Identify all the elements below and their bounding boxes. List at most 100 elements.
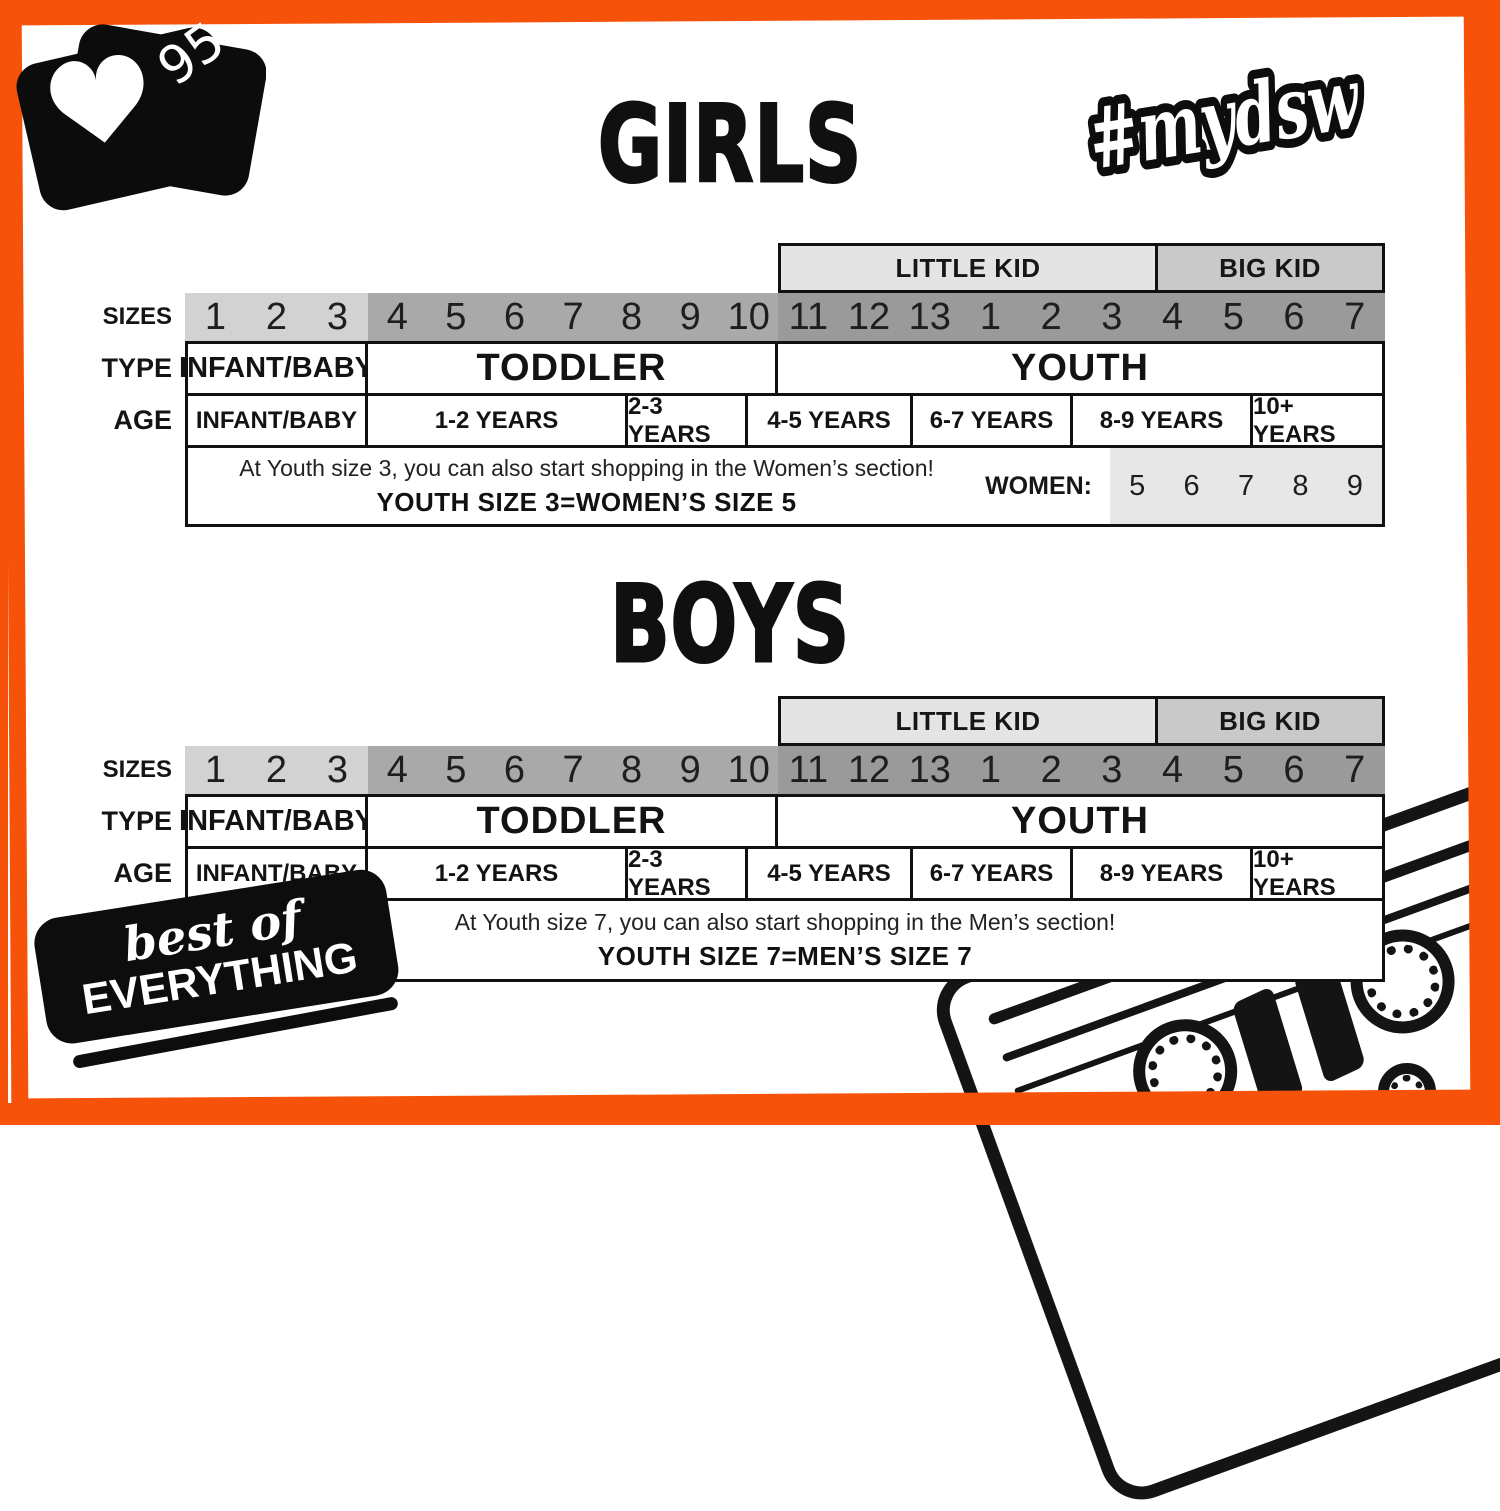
boys-section-title: BOYS xyxy=(609,563,850,686)
sizes-row: SIZES 1 2 3 4 5 6 7 8 9 10 11 12 13 1 2 … xyxy=(0,746,1385,794)
size-cell: 3 xyxy=(326,295,349,338)
big-kid-header: BIG KID xyxy=(1158,696,1385,746)
girls-section-title: GIRLS xyxy=(597,83,863,206)
age-cell: 4-5 YEARS xyxy=(748,846,913,901)
age-cell: 10+ YEARS xyxy=(1253,393,1385,448)
heart-like-badge: 95 xyxy=(16,11,266,211)
size-cell: 4 xyxy=(1162,748,1184,791)
age-cell: 1-2 YEARS xyxy=(368,393,628,448)
row-label-type: TYPE xyxy=(101,806,172,836)
sizes-group-youth: 11 12 13 1 2 3 4 5 6 7 xyxy=(778,746,1385,794)
size-cell: 9 xyxy=(679,295,701,338)
type-cell: YOUTH xyxy=(778,341,1385,396)
kid-group-header-row: LITTLE KID BIG KID xyxy=(0,243,1385,293)
size-cell: 3 xyxy=(1101,295,1123,338)
row-label-spacer xyxy=(0,445,185,527)
size-cell: 4 xyxy=(386,748,408,791)
age-cell: 2-3 YEARS xyxy=(628,393,748,448)
big-kid-header: BIG KID xyxy=(1158,243,1385,293)
little-kid-header: LITTLE KID xyxy=(778,243,1158,293)
little-kid-header: LITTLE KID xyxy=(778,696,1158,746)
women-size-cell: 8 xyxy=(1292,469,1309,502)
size-cell: 1 xyxy=(979,295,1002,338)
age-cell: 2-3 YEARS xyxy=(628,846,748,901)
size-cell: 6 xyxy=(503,295,526,338)
age-cell: 4-5 YEARS xyxy=(748,393,913,448)
cassette-screw-icon xyxy=(1378,1063,1436,1121)
size-cell: 1 xyxy=(979,748,1002,791)
men-note-text: At Youth size 7, you can also start shop… xyxy=(188,901,1382,979)
women-note-cell: At Youth size 3, you can also start shop… xyxy=(185,445,1385,527)
women-size-cell: 6 xyxy=(1183,469,1200,502)
sizes-row: SIZES 1 2 3 4 5 6 7 8 9 10 11 12 13 1 2 … xyxy=(0,293,1385,341)
size-cell: 13 xyxy=(908,295,951,338)
age-cell: 8-9 YEARS xyxy=(1073,393,1253,448)
type-cell: INFANT/BABY xyxy=(179,341,374,396)
size-cell: 6 xyxy=(1283,295,1305,338)
age-cell: 6-7 YEARS xyxy=(913,393,1073,448)
size-cell: 12 xyxy=(847,295,891,338)
women-size-cell: 7 xyxy=(1237,469,1255,502)
age-cell: 8-9 YEARS xyxy=(1073,846,1253,901)
type-row: TYPE INFANT/BABY TODDLER YOUTH xyxy=(0,341,1385,396)
girls-size-table: LITTLE KID BIG KID SIZES 1 2 3 4 5 6 7 8… xyxy=(0,243,1385,527)
size-cell: 6 xyxy=(503,748,526,791)
size-cell: 10 xyxy=(727,748,770,791)
women-label: WOMEN: xyxy=(985,471,1092,500)
age-cell: 1-2 YEARS xyxy=(368,846,628,901)
mydsw-hashtag-logo: #mydsw xyxy=(1073,39,1377,198)
hashtag-text: #mydsw xyxy=(1082,48,1368,189)
note-line1: At Youth size 7, you can also start shop… xyxy=(454,908,1116,935)
sizes-group-toddler: 4 5 6 7 8 9 10 xyxy=(368,746,778,794)
type-cell: TODDLER xyxy=(368,341,778,396)
women-sizes-block: 5 6 7 8 9 xyxy=(1110,448,1382,524)
boys-size-table: LITTLE KID BIG KID SIZES 1 2 3 4 5 6 7 8… xyxy=(0,696,1385,982)
size-cell: 12 xyxy=(847,748,891,791)
size-cell: 3 xyxy=(326,748,349,791)
size-cell: 5 xyxy=(445,295,467,338)
size-cell: 4 xyxy=(386,295,408,338)
size-cell: 2 xyxy=(1040,748,1062,791)
note-line2: YOUTH SIZE 3=WOMEN’S SIZE 5 xyxy=(376,486,797,517)
size-cell: 11 xyxy=(788,748,829,791)
size-cell: 2 xyxy=(1040,295,1062,338)
row-label-spacer xyxy=(0,243,185,293)
women-note-row: At Youth size 3, you can also start shop… xyxy=(0,445,1385,527)
size-cell: 7 xyxy=(1344,295,1366,338)
type-cell: INFANT/BABY xyxy=(179,794,374,849)
size-cell: 7 xyxy=(1344,748,1366,791)
sizes-group-infant: 1 2 3 xyxy=(185,746,368,794)
women-size-cell: 9 xyxy=(1346,469,1363,502)
size-cell: 13 xyxy=(908,748,951,791)
size-cell: 5 xyxy=(1222,295,1244,338)
row-label-age: AGE xyxy=(113,405,172,435)
row-label-sizes: SIZES xyxy=(102,756,172,783)
women-size-cell: 5 xyxy=(1129,469,1146,502)
size-cell: 4 xyxy=(1162,295,1184,338)
size-cell: 2 xyxy=(265,748,288,791)
size-cell: 8 xyxy=(621,748,643,791)
age-cell: 10+ YEARS xyxy=(1253,846,1385,901)
size-cell: 9 xyxy=(679,748,701,791)
type-cell: TODDLER xyxy=(368,794,778,849)
row-label-age: AGE xyxy=(113,858,172,888)
size-cell: 7 xyxy=(562,295,584,338)
size-cell: 11 xyxy=(788,295,829,338)
row-label-spacer xyxy=(0,696,185,746)
age-cell: INFANT/BABY xyxy=(185,393,368,448)
size-cell: 3 xyxy=(1101,748,1123,791)
kid-header-spacer xyxy=(185,696,778,746)
note-line1: At Youth size 3, you can also start shop… xyxy=(239,454,934,481)
age-cell: 6-7 YEARS xyxy=(913,846,1073,901)
sizes-group-toddler: 4 5 6 7 8 9 10 xyxy=(368,293,778,341)
type-cell: YOUTH xyxy=(778,794,1385,849)
row-label-type: TYPE xyxy=(101,353,172,383)
size-cell: 10 xyxy=(727,295,770,338)
heart-icon xyxy=(50,54,144,143)
age-row: AGE INFANT/BABY 1-2 YEARS 2-3 YEARS 4-5 … xyxy=(0,393,1385,448)
size-cell: 5 xyxy=(445,748,467,791)
size-cell: 5 xyxy=(1222,748,1244,791)
size-cell: 7 xyxy=(562,748,584,791)
size-cell: 1 xyxy=(204,295,227,338)
kid-header-spacer xyxy=(185,243,778,293)
